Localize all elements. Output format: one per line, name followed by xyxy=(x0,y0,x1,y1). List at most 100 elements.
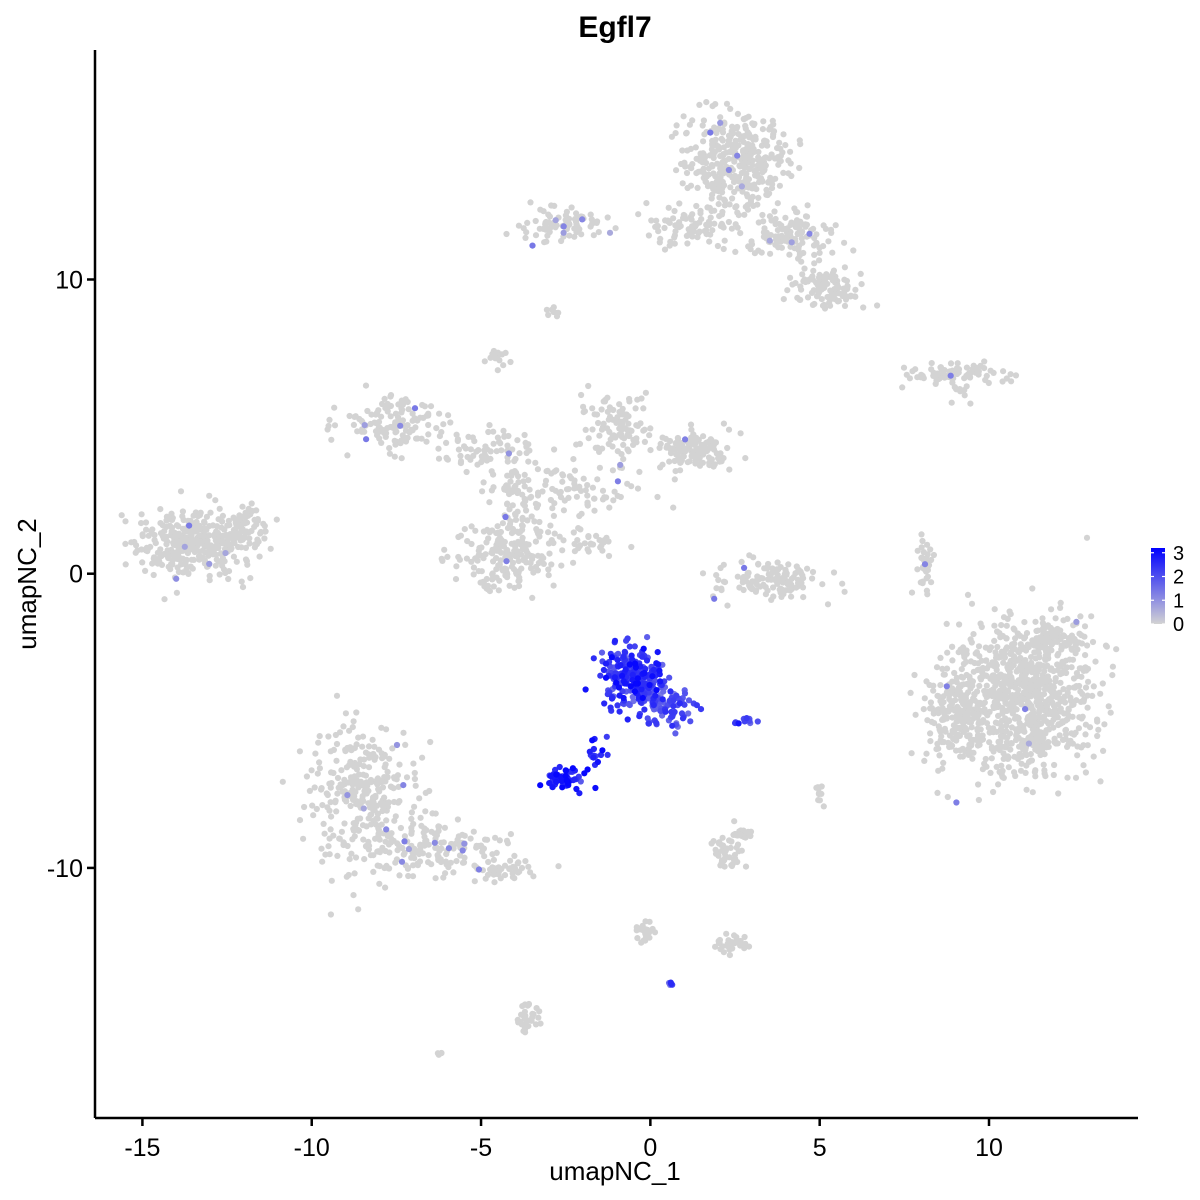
cell-point xyxy=(960,720,967,727)
cell-point xyxy=(495,587,502,594)
cell-point xyxy=(734,224,741,231)
cell-point xyxy=(525,863,532,870)
cell-point xyxy=(614,492,621,499)
cell-point xyxy=(604,425,611,432)
cell-point xyxy=(175,555,182,562)
cell-point xyxy=(809,568,817,576)
cell-point xyxy=(657,678,664,685)
cell-point xyxy=(1058,642,1065,649)
cell-point xyxy=(252,541,259,548)
cell-point xyxy=(332,797,339,804)
cell-point xyxy=(1077,613,1084,620)
cell-point xyxy=(1027,751,1034,758)
cell-point xyxy=(425,431,432,438)
cell-point xyxy=(683,445,691,452)
cell-point xyxy=(457,460,464,467)
cell-point xyxy=(500,362,507,369)
cell-point xyxy=(767,124,774,131)
cell-point xyxy=(616,408,623,416)
cell-point xyxy=(383,726,390,733)
cell-point xyxy=(435,827,442,835)
cell-point xyxy=(956,621,963,628)
cell-point xyxy=(1047,629,1054,636)
cell-point xyxy=(651,929,659,936)
cell-point xyxy=(982,755,989,763)
cell-point xyxy=(461,526,468,533)
cell-point xyxy=(662,708,669,715)
cell-point xyxy=(710,838,717,845)
cell-point xyxy=(924,717,931,724)
cell-point xyxy=(927,730,934,737)
cell-point xyxy=(138,511,145,518)
cell-point xyxy=(218,524,225,531)
cell-point xyxy=(718,211,726,218)
cell-point xyxy=(246,535,253,542)
cell-point xyxy=(239,503,246,510)
cell-point xyxy=(1048,606,1055,613)
cell-point xyxy=(328,780,335,787)
cell-point xyxy=(778,244,786,251)
cell-point xyxy=(1041,767,1048,774)
cell-point xyxy=(832,222,839,229)
cell-point xyxy=(636,713,643,720)
cell-point xyxy=(696,219,703,226)
cell-point xyxy=(591,507,598,514)
cell-point xyxy=(933,664,941,671)
cell-point xyxy=(629,671,636,679)
cell-point xyxy=(360,798,367,805)
cell-point xyxy=(375,786,382,793)
cell-point xyxy=(376,836,383,843)
cell-point xyxy=(512,553,519,560)
cell-point xyxy=(157,520,164,527)
cell-point xyxy=(697,706,705,713)
cell-point xyxy=(914,566,921,573)
cell-point xyxy=(330,746,337,754)
cell-point xyxy=(758,142,766,149)
cell-point xyxy=(1000,659,1007,666)
cell-point xyxy=(956,714,963,721)
legend-tick-label: 1 xyxy=(1173,590,1184,612)
cell-point xyxy=(522,498,529,505)
cell-point xyxy=(543,306,551,313)
cell-point xyxy=(669,445,677,453)
cell-point xyxy=(447,419,454,426)
cell-point xyxy=(496,837,503,844)
x-tick-label: -5 xyxy=(470,1134,492,1162)
cell-point xyxy=(937,728,944,735)
cell-point xyxy=(387,413,394,420)
cell-point xyxy=(440,874,447,881)
cell-point xyxy=(526,486,533,493)
cell-point xyxy=(987,644,995,651)
cell-point xyxy=(478,544,485,551)
cell-point xyxy=(943,665,951,672)
cell-point xyxy=(373,802,381,809)
cell-point xyxy=(809,575,816,582)
cell-point xyxy=(995,781,1002,788)
cell-point xyxy=(717,946,724,953)
cell-point xyxy=(994,643,1001,651)
cell-point xyxy=(328,436,335,443)
cell-point xyxy=(593,219,600,226)
cell-point xyxy=(780,296,787,303)
cell-point xyxy=(1057,679,1064,686)
cell-point xyxy=(493,555,500,562)
cell-point xyxy=(163,517,170,524)
cell-point xyxy=(589,737,596,744)
cell-point xyxy=(481,358,488,365)
cell-point xyxy=(742,940,749,947)
cell-point xyxy=(1079,690,1086,698)
cell-point xyxy=(384,425,391,432)
cell-point xyxy=(1090,683,1097,690)
cell-point xyxy=(930,687,937,694)
cell-point xyxy=(479,488,486,495)
cell-point xyxy=(961,392,968,399)
cell-point xyxy=(501,872,509,879)
cell-point xyxy=(504,458,511,465)
cell-point xyxy=(724,602,731,609)
cell-point xyxy=(387,839,395,846)
cell-point xyxy=(485,858,492,866)
cell-point xyxy=(540,208,547,215)
cell-point xyxy=(644,926,651,934)
cell-point xyxy=(165,553,172,560)
cell-point xyxy=(793,208,800,216)
